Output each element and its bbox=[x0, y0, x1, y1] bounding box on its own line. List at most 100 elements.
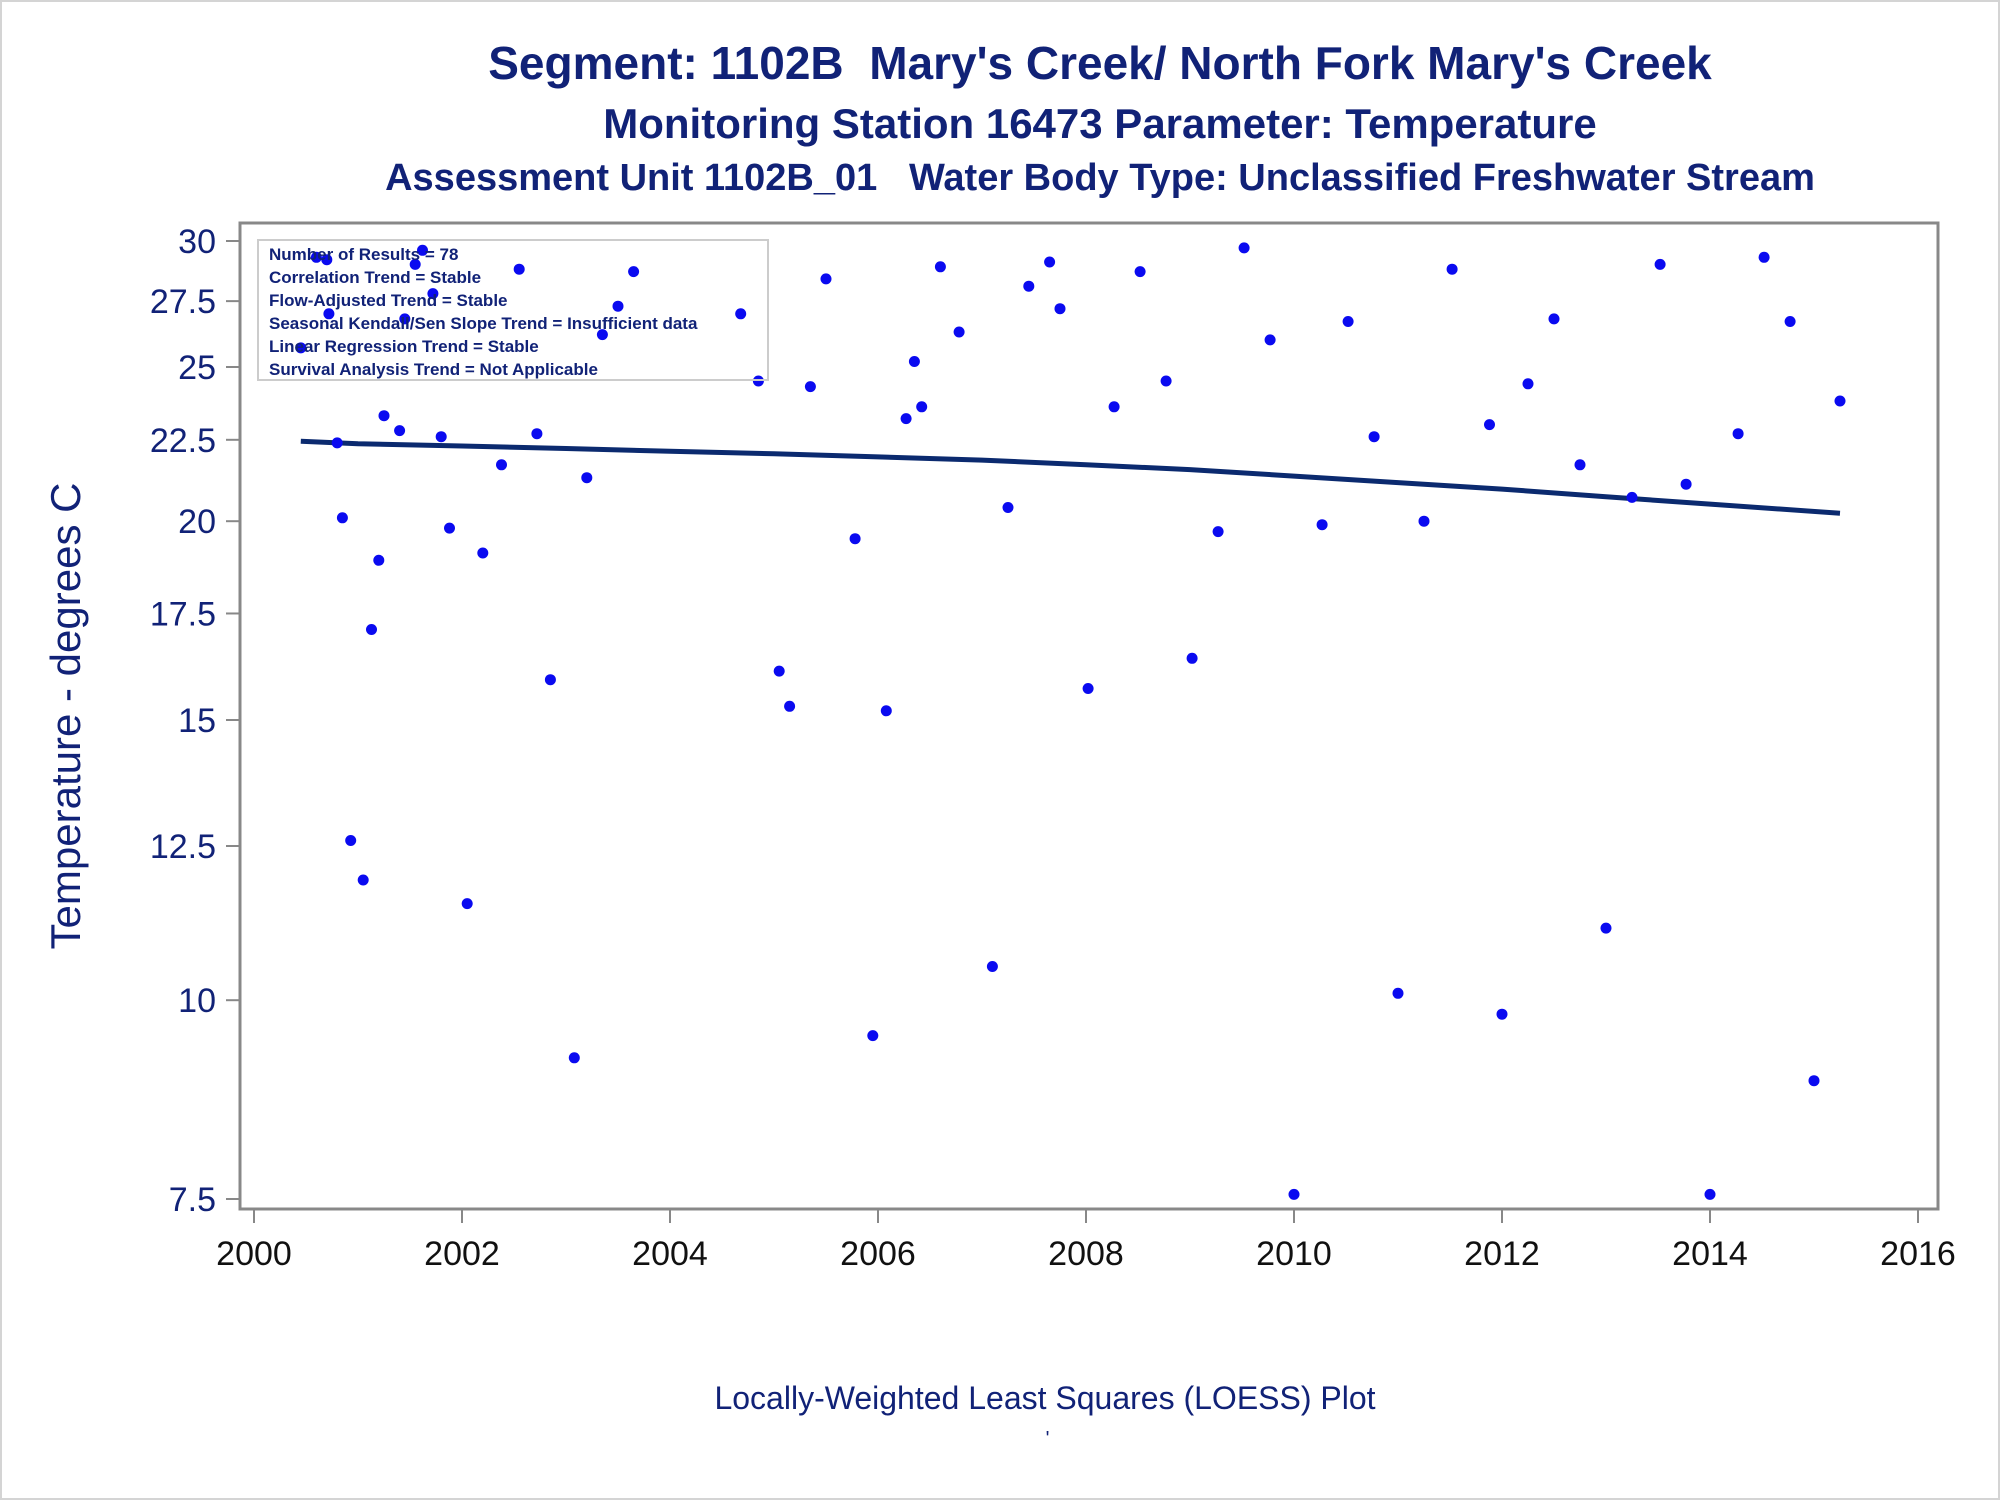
y-axis: 7.5 10 12.5 15 17.5 20 22.5 25 27.5 30 bbox=[150, 223, 240, 1219]
y-tick-label: 20 bbox=[178, 503, 216, 541]
data-point bbox=[612, 300, 624, 312]
data-point bbox=[378, 410, 390, 422]
data-point bbox=[399, 313, 411, 325]
y-axis-label: Temperature - degrees C bbox=[42, 483, 89, 950]
data-point bbox=[336, 512, 348, 524]
data-point bbox=[804, 381, 816, 393]
data-point bbox=[1600, 922, 1612, 934]
y-tick-label: 7.5 bbox=[169, 1181, 216, 1219]
data-point bbox=[321, 254, 333, 266]
data-point bbox=[1758, 251, 1770, 263]
data-point bbox=[444, 522, 455, 534]
data-point bbox=[310, 251, 322, 263]
data-point bbox=[735, 308, 747, 320]
data-point bbox=[773, 665, 785, 677]
data-point bbox=[568, 1052, 580, 1064]
data-point bbox=[1316, 519, 1328, 531]
plot-area bbox=[238, 221, 1940, 1211]
data-point bbox=[1368, 431, 1380, 443]
data-point bbox=[496, 459, 507, 471]
data-point bbox=[1044, 256, 1056, 268]
data-point bbox=[1342, 316, 1354, 327]
y-tick-label: 15 bbox=[178, 702, 216, 740]
stats-box-line: Number of Results = 78 bbox=[269, 245, 458, 264]
data-point bbox=[1784, 316, 1796, 327]
x-tick-label: 2006 bbox=[840, 1235, 916, 1273]
data-point bbox=[435, 431, 447, 443]
data-point bbox=[513, 263, 525, 275]
data-point bbox=[357, 874, 369, 886]
data-point bbox=[477, 547, 489, 559]
stats-box-line: Flow-Adjusted Trend = Stable bbox=[269, 291, 508, 310]
data-point bbox=[1186, 652, 1198, 664]
stats-box-border bbox=[257, 239, 769, 381]
stats-box: Number of Results = 78 Correlation Trend … bbox=[257, 239, 769, 381]
data-point bbox=[1238, 242, 1250, 254]
y-tick-label: 10 bbox=[178, 982, 216, 1020]
data-point bbox=[1496, 1008, 1508, 1020]
data-point bbox=[1484, 419, 1495, 431]
data-point bbox=[820, 273, 832, 285]
data-point bbox=[1264, 334, 1276, 346]
data-point bbox=[427, 288, 439, 300]
stats-box-line: Survival Analysis Trend = Not Applicable bbox=[269, 360, 598, 379]
x-tick-label: 2014 bbox=[1672, 1235, 1748, 1273]
data-point bbox=[366, 624, 377, 635]
y-tick-label: 27.5 bbox=[150, 283, 216, 321]
data-point bbox=[1392, 987, 1404, 999]
y-tick-label: 30 bbox=[178, 223, 216, 261]
data-point bbox=[900, 413, 912, 425]
data-point bbox=[1548, 313, 1560, 325]
data-point bbox=[1626, 491, 1638, 503]
data-point bbox=[596, 329, 608, 341]
footnote: Locally-Weighted Least Squares (LOESS) P… bbox=[714, 1380, 1376, 1416]
stats-box-line: Linear Regression Trend = Stable bbox=[269, 337, 539, 356]
data-point bbox=[867, 1030, 879, 1042]
data-point bbox=[417, 244, 428, 256]
data-point bbox=[1082, 683, 1094, 694]
y-tick-label: 22.5 bbox=[150, 422, 216, 460]
chart-subtitle-assessment: Assessment Unit 1102B_01 Water Body Type… bbox=[385, 157, 1815, 199]
data-point bbox=[953, 326, 965, 338]
data-point bbox=[1418, 515, 1430, 527]
x-axis: 2000 2002 2004 2006 2008 2010 2012 2014 2016 bbox=[216, 1209, 1956, 1273]
data-point bbox=[1808, 1075, 1820, 1087]
data-point bbox=[916, 401, 928, 413]
data-point bbox=[880, 705, 892, 717]
data-point bbox=[1522, 378, 1534, 390]
data-point bbox=[1288, 1188, 1300, 1200]
data-points-group bbox=[295, 242, 1846, 1200]
x-tick-label: 2000 bbox=[216, 1235, 292, 1273]
x-tick-label: 2010 bbox=[1256, 1235, 1332, 1273]
stats-box-line: Seasonal Kendall/Sen Slope Trend = Insuf… bbox=[269, 314, 698, 333]
data-point bbox=[531, 428, 543, 440]
data-point bbox=[986, 961, 998, 972]
data-point bbox=[295, 342, 307, 354]
footnote-mark: ' bbox=[1045, 1428, 1050, 1450]
data-point bbox=[908, 356, 920, 367]
data-point bbox=[544, 674, 556, 686]
stats-box-line: Correlation Trend = Stable bbox=[269, 268, 481, 287]
data-point bbox=[1654, 258, 1666, 270]
data-point bbox=[1160, 375, 1172, 387]
x-tick-label: 2016 bbox=[1880, 1235, 1956, 1273]
data-point bbox=[323, 308, 335, 320]
data-point bbox=[1680, 478, 1692, 490]
loess-line-group bbox=[300, 438, 1841, 516]
data-point bbox=[1134, 266, 1146, 278]
data-point bbox=[373, 554, 385, 566]
data-point bbox=[849, 533, 861, 545]
x-tick-label: 2008 bbox=[1048, 1235, 1124, 1273]
data-point bbox=[581, 472, 593, 484]
x-tick-label: 2002 bbox=[424, 1235, 500, 1273]
chart-subtitle-station: Monitoring Station 16473 Parameter: Temp… bbox=[603, 100, 1597, 147]
data-point bbox=[1054, 303, 1066, 315]
y-tick-label: 12.5 bbox=[150, 828, 216, 866]
data-point bbox=[1574, 459, 1586, 471]
data-point bbox=[1446, 263, 1458, 275]
data-point bbox=[784, 700, 796, 712]
data-point bbox=[1002, 502, 1014, 513]
data-point bbox=[409, 258, 421, 270]
data-point bbox=[331, 437, 343, 449]
